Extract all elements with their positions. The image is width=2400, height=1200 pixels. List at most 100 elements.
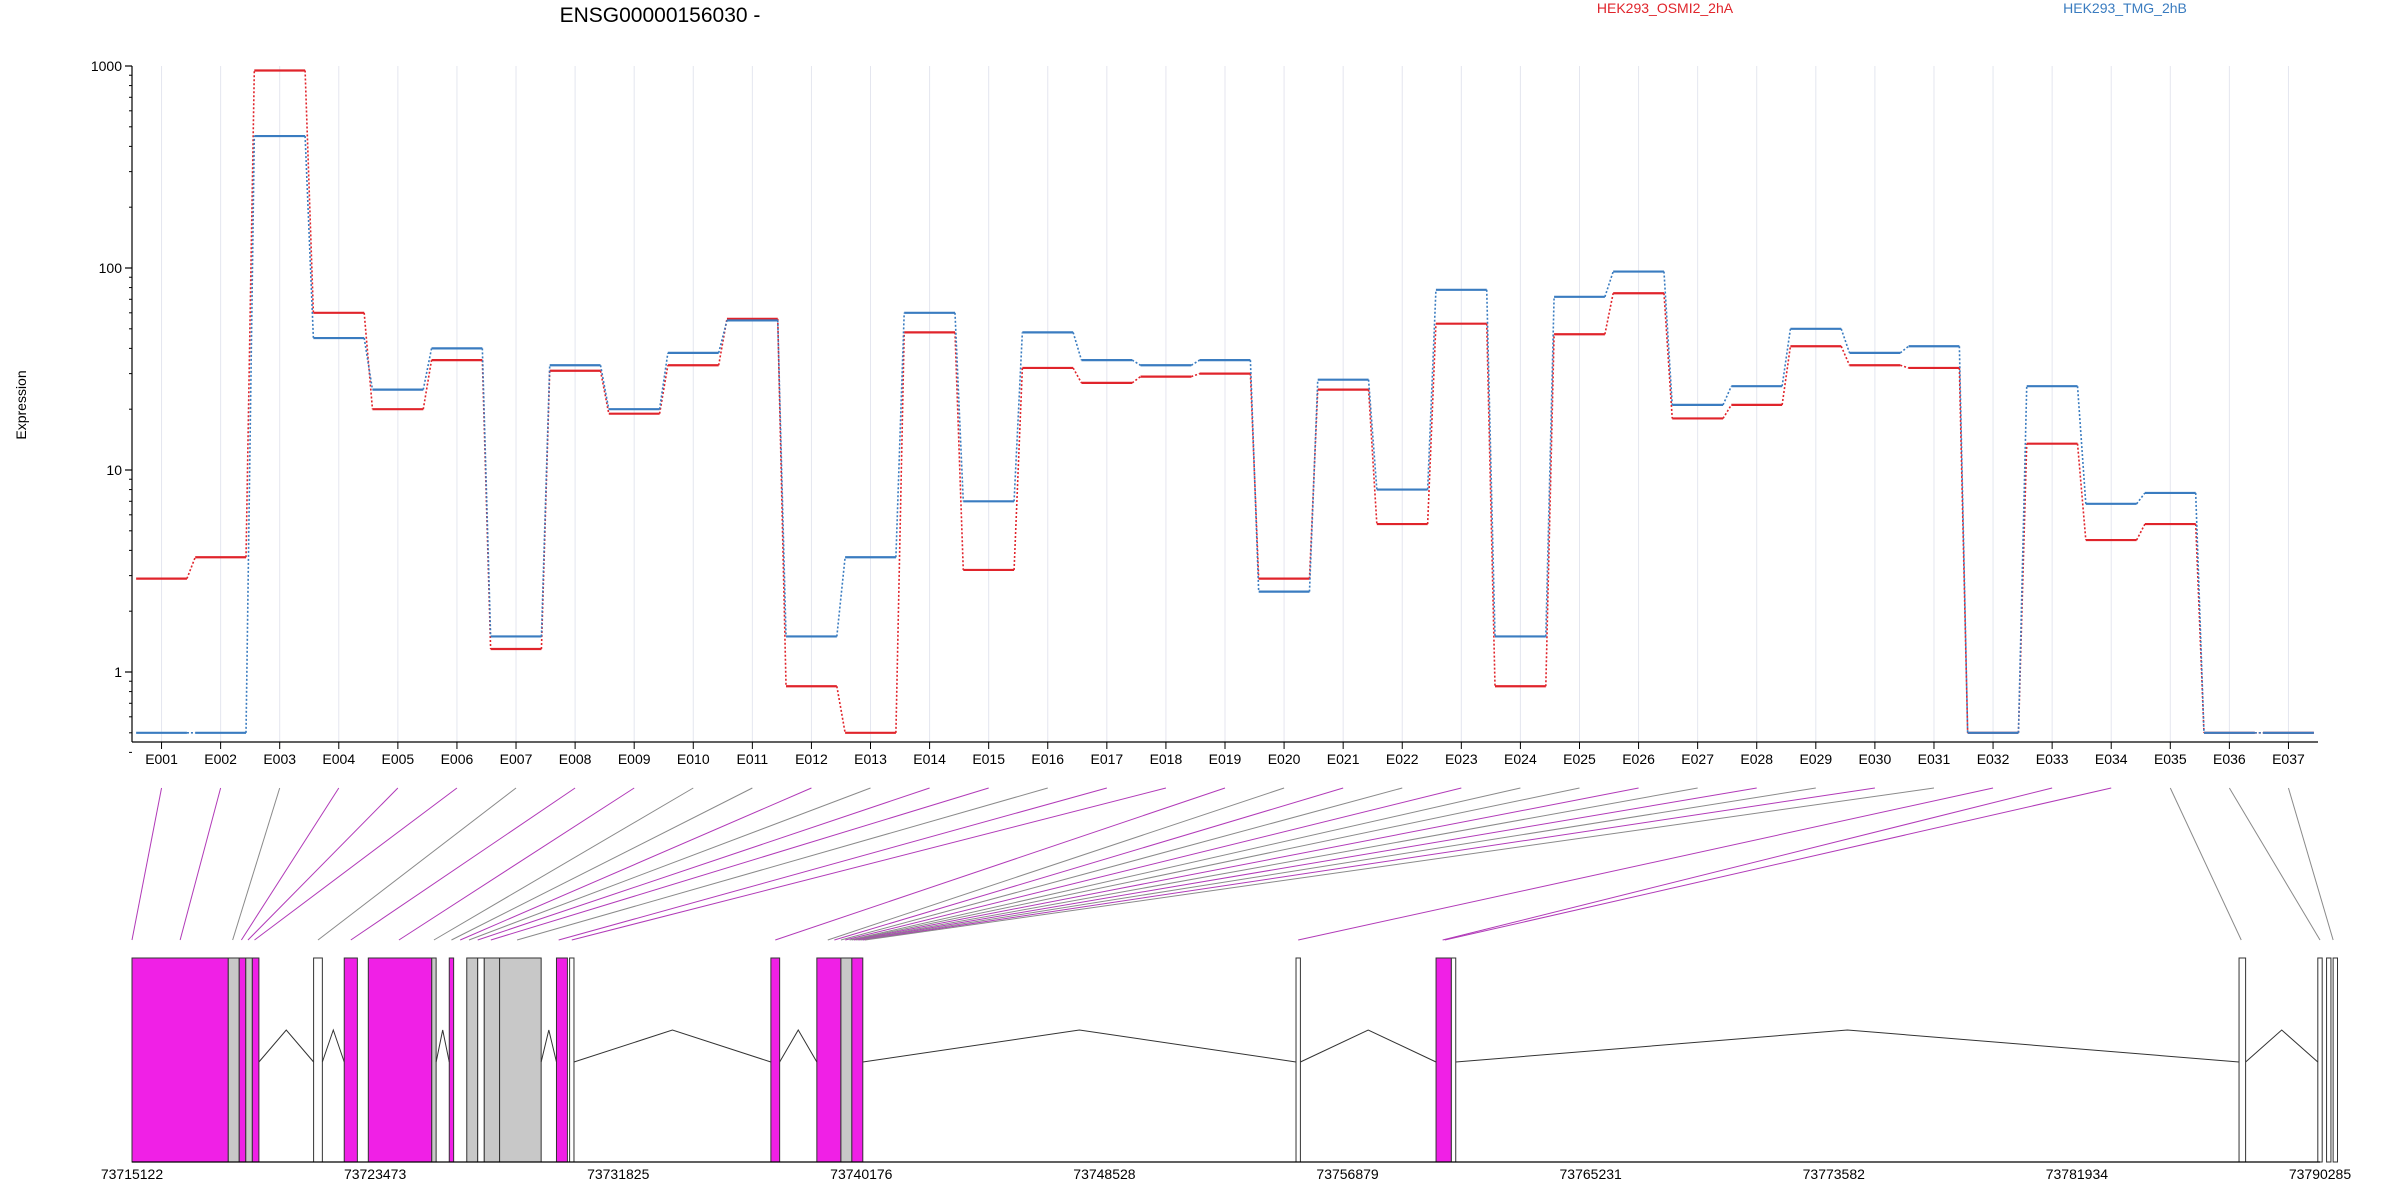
exon-box — [840, 957, 853, 1163]
series-connector — [776, 320, 787, 637]
exon-box — [1295, 957, 1301, 1163]
exon-connector — [827, 787, 1285, 941]
intron-line — [1455, 1029, 2240, 1063]
exon-box — [483, 957, 501, 1163]
series-connector — [1722, 385, 1733, 406]
exon-box — [238, 957, 247, 1163]
genomic-tick-label: 73756879 — [1316, 1166, 1379, 1182]
x-tick-label: E027 — [1681, 751, 1714, 767]
series-connector — [1485, 323, 1496, 687]
series-connector — [1545, 334, 1555, 687]
y-tick-label: 100 — [99, 260, 123, 276]
legend-series-1: HEK293_OSMI2_2hA — [1597, 0, 1734, 16]
series-connector — [422, 348, 433, 390]
x-tick-label: E031 — [1918, 751, 1951, 767]
exon-connector — [398, 787, 635, 941]
exon-connectors — [131, 787, 2334, 941]
intron-line — [862, 1029, 1297, 1063]
series-connector — [1308, 389, 1319, 579]
series-connector — [599, 365, 610, 410]
exon-box — [2332, 957, 2339, 1163]
y-axis-label: Expression — [13, 370, 29, 439]
series-connector — [717, 318, 728, 366]
series-connector — [836, 557, 846, 637]
exon-connector — [433, 787, 694, 941]
exon-connector — [845, 787, 1462, 941]
x-tick-label: E009 — [618, 751, 651, 767]
x-tick-label: E016 — [1031, 751, 1064, 767]
x-tick-label: E011 — [737, 751, 769, 767]
x-tick-label: E001 — [145, 751, 178, 767]
chart-title: ENSG00000156030 - — [560, 4, 761, 27]
series-connector — [1308, 379, 1319, 592]
x-tick-label: E008 — [559, 751, 592, 767]
exon-connector — [862, 787, 1875, 941]
x-tick-label: E012 — [795, 751, 828, 767]
intron-line — [1300, 1029, 1437, 1063]
exon-box — [499, 957, 542, 1163]
x-axis: E001 E002 E003 E004 E005 E006 E007 E008 E009 E010… — [132, 741, 2318, 767]
exon-connector — [350, 787, 576, 941]
genomic-tick-label: 73781934 — [2046, 1166, 2109, 1182]
x-tick-label: E007 — [500, 751, 533, 767]
series-connector — [304, 136, 315, 339]
y-axis: 1 10 100 1000 — [91, 58, 133, 753]
intron-line — [2245, 1029, 2319, 1063]
intron-line — [779, 1029, 818, 1063]
x-tick-label: E036 — [2213, 751, 2246, 767]
x-tick-label: E028 — [1740, 751, 1773, 767]
exon-box — [555, 957, 568, 1163]
series-connector — [1545, 296, 1555, 637]
series-connector — [1131, 359, 1141, 366]
series-connector — [363, 312, 374, 410]
x-tick-label: E023 — [1445, 751, 1478, 767]
x-tick-label: E035 — [2154, 751, 2187, 767]
exon-connector — [1444, 787, 2112, 941]
exon-box — [343, 957, 358, 1163]
exon-connector — [775, 787, 1226, 941]
x-tick-label: E014 — [913, 751, 946, 767]
exon-box — [448, 957, 455, 1163]
x-tick-label: E022 — [1386, 751, 1419, 767]
series-connector — [304, 70, 315, 313]
series-2 — [136, 134, 2314, 734]
exon-box — [131, 957, 229, 1163]
series-connector — [599, 370, 610, 414]
genomic-tick-label: 73740176 — [830, 1166, 893, 1182]
series-connector — [658, 365, 669, 414]
series-connector — [1840, 345, 1851, 366]
series-connector — [658, 352, 669, 410]
exon-connector — [240, 787, 340, 941]
x-tick-label: E018 — [1150, 751, 1183, 767]
series-connector — [1663, 293, 1674, 419]
series-connector — [2135, 523, 2146, 541]
exon-connector — [460, 787, 812, 941]
intron-line — [540, 1029, 557, 1063]
series-connector — [1426, 323, 1437, 525]
exon-connector — [851, 787, 1580, 941]
exon-box — [1435, 957, 1452, 1163]
exon-connector — [853, 787, 1639, 941]
exon-connector — [571, 787, 1167, 941]
x-tick-label: E033 — [2036, 751, 2069, 767]
x-tick-label: E024 — [1504, 751, 1537, 767]
intron-line — [321, 1028, 345, 1063]
exon-connector — [232, 787, 281, 941]
series-connector — [1485, 289, 1496, 637]
x-tick-label: E019 — [1209, 751, 1242, 767]
series-connector — [1426, 289, 1437, 490]
series-connector — [1013, 332, 1024, 502]
exon-connector — [468, 787, 871, 941]
series-connector — [717, 320, 728, 354]
series-connector — [1722, 404, 1733, 419]
x-tick-label: E034 — [2095, 751, 2128, 767]
y-tick-label: 1000 — [91, 58, 122, 74]
exon-connector — [516, 787, 1048, 941]
intron-line — [258, 1029, 314, 1063]
x-tick-label: E032 — [1977, 751, 2010, 767]
x-tick-label: E006 — [441, 751, 474, 767]
exon-connector — [834, 787, 1344, 941]
x-tick-label: E005 — [382, 751, 415, 767]
x-tick-label: E013 — [854, 751, 887, 767]
series-connector — [422, 359, 433, 410]
